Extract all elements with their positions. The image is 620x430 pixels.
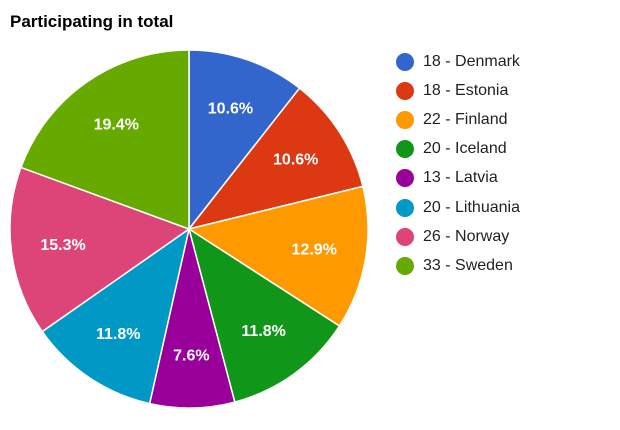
legend: 18 - Denmark 18 - Estonia 22 - Finland 20 -… <box>396 47 520 281</box>
legend-swatch-3 <box>396 140 414 159</box>
slice-label-6: 15.3% <box>40 237 85 254</box>
legend-item-4: 13 - Latvia <box>396 164 520 193</box>
slice-label-3: 11.8% <box>241 323 285 340</box>
legend-swatch-2 <box>396 110 414 129</box>
legend-item-7: 33 - Sweden <box>396 251 520 280</box>
slice-label-0: 10.6% <box>208 100 253 117</box>
legend-item-6: 26 - Norway <box>396 222 520 251</box>
legend-label-4: 13 - Latvia <box>423 169 498 187</box>
slice-label-1: 10.6% <box>273 152 318 169</box>
legend-item-0: 18 - Denmark <box>396 47 520 76</box>
pie-slice-0 <box>188 49 301 232</box>
pie-slice-7 <box>19 49 190 231</box>
slice-label-2: 12.9% <box>292 242 337 259</box>
legend-swatch-0 <box>396 52 414 71</box>
legend-label-1: 18 - Estonia <box>423 81 509 99</box>
slice-label-7: 19.4% <box>94 116 139 133</box>
pie-slice-1 <box>187 87 364 231</box>
legend-swatch-1 <box>396 81 414 100</box>
slice-label-4: 7.6% <box>173 347 209 364</box>
legend-label-5: 20 - Lithuania <box>423 198 520 216</box>
pie-slice-2 <box>187 185 369 328</box>
slice-label-5: 11.8% <box>96 326 140 343</box>
legend-swatch-6 <box>396 227 414 246</box>
legend-label-6: 26 - Norway <box>423 227 510 245</box>
pie-slice-3 <box>187 227 341 403</box>
legend-swatch-5 <box>396 198 414 217</box>
pie-slice-6 <box>9 166 191 333</box>
legend-swatch-4 <box>396 169 414 188</box>
legend-item-5: 20 - Lithuania <box>396 193 520 222</box>
legend-item-3: 20 - Iceland <box>396 135 520 164</box>
pie-slice-5 <box>41 227 191 405</box>
legend-label-7: 33 - Sweden <box>423 256 513 274</box>
legend-label-3: 20 - Iceland <box>423 140 507 158</box>
chart-title: Participating in total <box>10 12 174 31</box>
legend-item-2: 22 - Finland <box>396 105 520 134</box>
legend-label-0: 18 - Denmark <box>423 52 520 70</box>
legend-swatch-7 <box>396 256 414 275</box>
legend-item-1: 18 - Estonia <box>396 76 520 105</box>
legend-label-2: 22 - Finland <box>423 110 508 128</box>
